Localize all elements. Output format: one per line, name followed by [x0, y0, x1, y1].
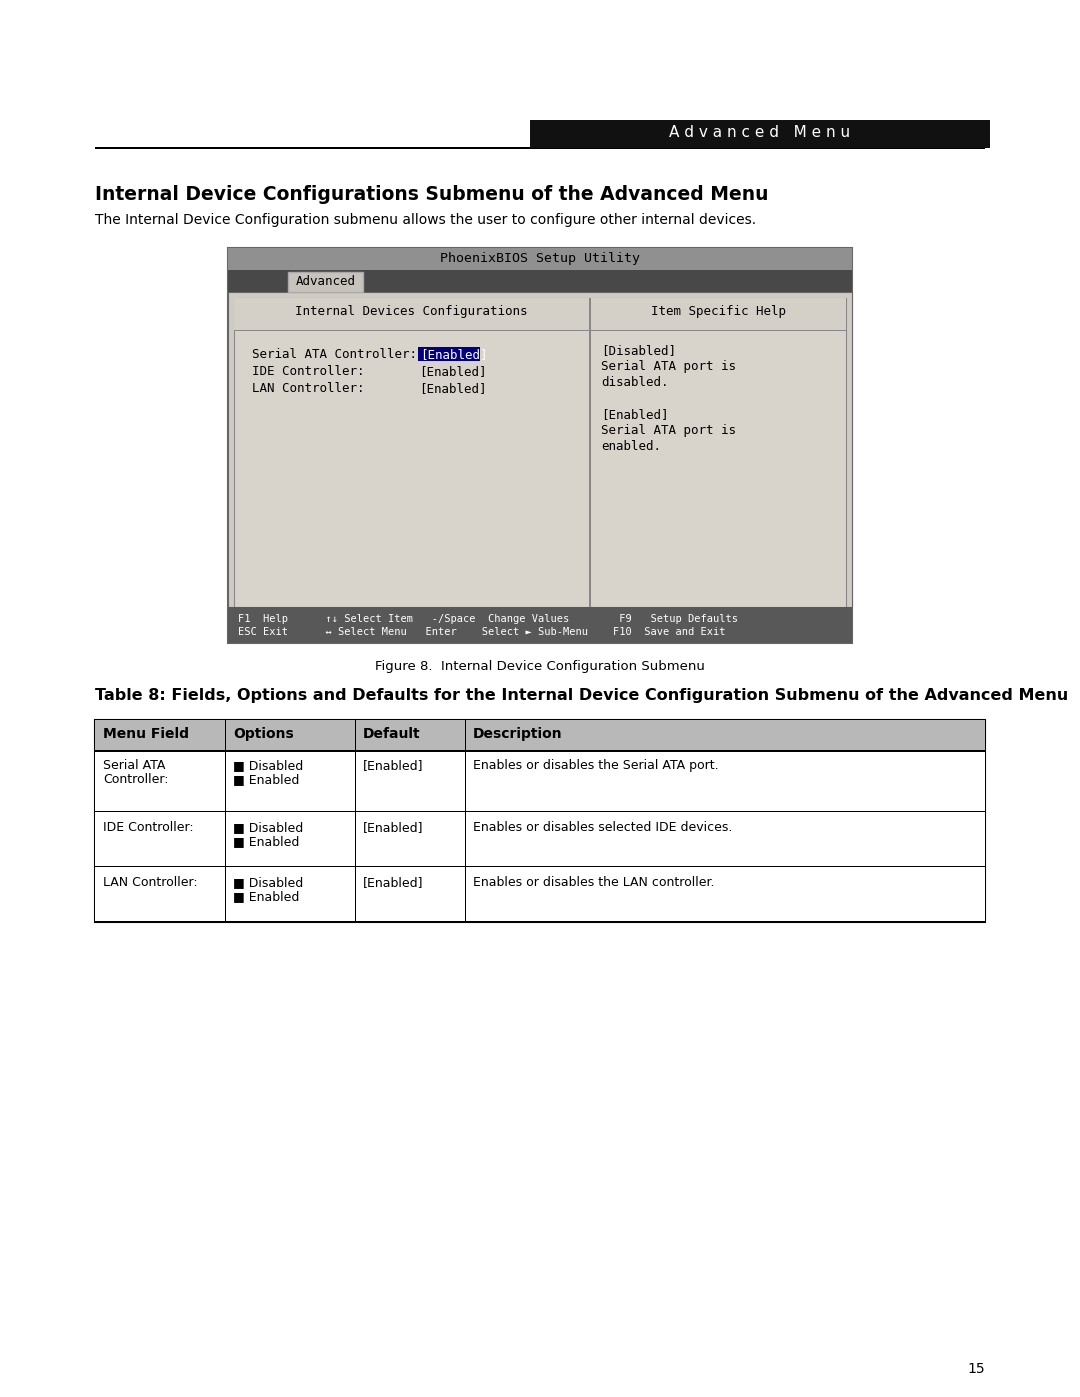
Text: enabled.: enabled.: [600, 440, 661, 453]
Text: Enables or disables selected IDE devices.: Enables or disables selected IDE devices…: [473, 821, 732, 834]
Bar: [95, 750, 985, 812]
Text: Table 8: Fields, Options and Defaults for the Internal Device Configuration Subm: Table 8: Fields, Options and Defaults fo…: [95, 687, 1068, 703]
Text: Enables or disables the LAN controller.: Enables or disables the LAN controller.: [473, 876, 715, 888]
Bar: [418, 346, 480, 360]
Text: A d v a n c e d   M e n u: A d v a n c e d M e n u: [670, 124, 851, 140]
Text: LAN Controller:: LAN Controller:: [103, 876, 198, 888]
Text: [Enabled]: [Enabled]: [419, 381, 486, 395]
Text: Serial ATA port is: Serial ATA port is: [600, 360, 735, 373]
Bar: [228, 249, 852, 643]
Text: Enables or disables the Serial ATA port.: Enables or disables the Serial ATA port.: [473, 759, 718, 773]
Text: The Internal Device Configuration submenu allows the user to configure other int: The Internal Device Configuration submen…: [95, 212, 756, 226]
Text: Advanced: Advanced: [296, 275, 355, 288]
Text: Description: Description: [473, 726, 563, 740]
Text: IDE Controller:: IDE Controller:: [103, 821, 193, 834]
Bar: [228, 270, 852, 292]
Bar: [228, 292, 852, 608]
Text: [Disabled]: [Disabled]: [600, 344, 676, 358]
Bar: [591, 298, 846, 330]
Text: Internal Devices Configurations: Internal Devices Configurations: [295, 305, 528, 319]
Bar: [530, 120, 990, 148]
Text: Menu Field: Menu Field: [103, 726, 189, 740]
Text: [Enabled]: [Enabled]: [363, 759, 423, 773]
Text: ESC Exit      ↔ Select Menu   Enter    Select ► Sub-Menu    F10  Save and Exit: ESC Exit ↔ Select Menu Enter Select ► Su…: [238, 627, 726, 637]
Text: Serial ATA Controller:: Serial ATA Controller:: [252, 348, 417, 360]
Text: ■ Disabled: ■ Disabled: [233, 876, 303, 888]
Bar: [95, 868, 985, 922]
Text: Item Specific Help: Item Specific Help: [651, 305, 786, 319]
Text: ■ Enabled: ■ Enabled: [233, 835, 299, 848]
Text: ■ Enabled: ■ Enabled: [233, 773, 299, 787]
Text: ■ Disabled: ■ Disabled: [233, 821, 303, 834]
Bar: [95, 147, 985, 148]
Bar: [95, 750, 985, 752]
Text: Figure 8.  Internal Device Configuration Submenu: Figure 8. Internal Device Configuration …: [375, 659, 705, 673]
Text: LAN Controller:: LAN Controller:: [252, 381, 365, 395]
Text: 15: 15: [968, 1362, 985, 1376]
Bar: [228, 608, 852, 643]
Text: disabled.: disabled.: [600, 376, 669, 388]
Bar: [95, 812, 985, 868]
Text: ■ Disabled: ■ Disabled: [233, 759, 303, 773]
Text: Serial ATA port is: Serial ATA port is: [600, 425, 735, 437]
Text: Options: Options: [233, 726, 294, 740]
Bar: [234, 298, 589, 330]
Text: Internal Device Configurations Submenu of the Advanced Menu: Internal Device Configurations Submenu o…: [95, 184, 769, 204]
Bar: [589, 298, 591, 608]
Text: ■ Enabled: ■ Enabled: [233, 890, 299, 902]
Bar: [288, 272, 363, 292]
Bar: [234, 298, 846, 608]
Text: [Enabled]: [Enabled]: [363, 821, 423, 834]
Text: [Enabled]: [Enabled]: [600, 408, 669, 420]
Bar: [95, 719, 985, 750]
Text: PhoenixBIOS Setup Utility: PhoenixBIOS Setup Utility: [440, 251, 640, 265]
Text: [Enabled]: [Enabled]: [419, 365, 486, 379]
Bar: [228, 249, 852, 270]
Text: Serial ATA: Serial ATA: [103, 759, 165, 773]
Bar: [95, 719, 985, 922]
Text: [Enabled]: [Enabled]: [420, 348, 487, 360]
Text: F1  Help      ↑↓ Select Item   -/Space  Change Values        F9   Setup Defaults: F1 Help ↑↓ Select Item -/Space Change Va…: [238, 615, 738, 624]
Text: [Enabled]: [Enabled]: [363, 876, 423, 888]
Text: Default: Default: [363, 726, 420, 740]
Text: IDE Controller:: IDE Controller:: [252, 365, 365, 379]
Text: Controller:: Controller:: [103, 773, 168, 787]
